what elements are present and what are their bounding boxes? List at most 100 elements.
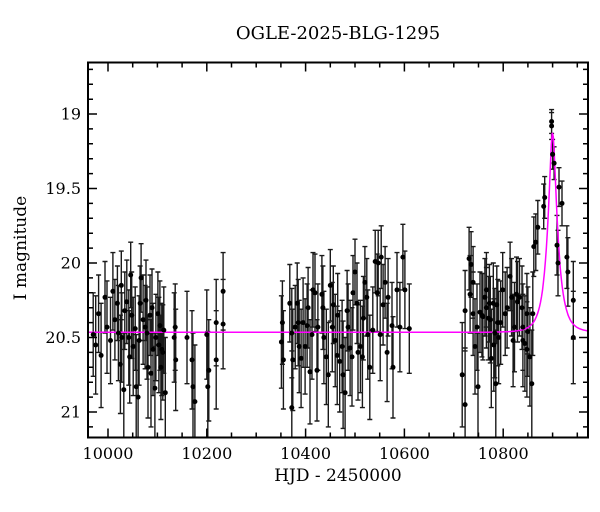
data-point: [213, 320, 219, 326]
data-point: [342, 390, 348, 396]
data-point: [531, 244, 537, 250]
x-tick-label: 10000: [83, 444, 134, 463]
data-point: [529, 381, 535, 387]
data-point: [110, 288, 116, 294]
data-point: [510, 338, 516, 343]
data-point: [220, 321, 226, 327]
data-point: [354, 300, 360, 306]
data-point: [394, 287, 400, 293]
data-point: [486, 300, 492, 306]
data-point: [512, 324, 517, 330]
data-point: [549, 119, 555, 124]
data-points: [90, 119, 576, 411]
data-point: [280, 357, 286, 363]
data-point: [549, 123, 555, 129]
data-point: [350, 290, 356, 296]
data-point: [296, 344, 302, 349]
data-point: [153, 335, 159, 340]
data-point: [287, 300, 293, 306]
data-point: [140, 317, 146, 323]
data-point: [190, 384, 196, 390]
data-point: [375, 260, 381, 266]
data-point: [397, 324, 403, 330]
data-point: [321, 335, 327, 340]
data-point: [355, 349, 361, 355]
data-point: [90, 332, 96, 338]
data-point: [302, 344, 308, 349]
data-point: [520, 324, 526, 330]
x-tick-label: 10800: [478, 444, 529, 463]
data-point: [554, 242, 560, 248]
data-point: [204, 332, 210, 338]
data-point: [377, 332, 383, 338]
data-point: [507, 273, 513, 279]
data-point: [320, 305, 326, 311]
data-point: [307, 369, 313, 375]
data-point: [515, 299, 520, 305]
data-point: [364, 294, 370, 300]
data-point: [533, 239, 539, 245]
data-point: [294, 300, 300, 306]
data-point: [462, 402, 468, 408]
data-point: [98, 352, 104, 358]
x-tick-label: 10400: [280, 444, 331, 463]
data-point: [357, 344, 363, 349]
data-point: [509, 294, 515, 300]
y-tick-label: 21: [61, 403, 81, 422]
data-point: [535, 224, 541, 230]
data-point: [144, 330, 150, 336]
data-point: [459, 372, 465, 378]
data-point: [137, 300, 143, 306]
data-point: [104, 324, 110, 330]
data-point: [493, 381, 499, 387]
data-point: [127, 354, 133, 360]
data-point: [378, 254, 384, 260]
data-point: [184, 335, 190, 340]
data-point: [402, 287, 408, 293]
data-point: [126, 335, 132, 340]
x-tick-label: 10600: [379, 444, 430, 463]
y-tick-label: 20: [61, 254, 81, 273]
data-point: [390, 364, 396, 370]
data-point: [143, 297, 149, 303]
data-point: [162, 390, 168, 396]
data-point: [385, 294, 391, 300]
data-point: [319, 291, 325, 297]
data-point: [304, 323, 310, 329]
data-point: [468, 262, 474, 267]
data-point: [325, 372, 331, 378]
data-point: [289, 405, 295, 411]
data-point: [347, 345, 353, 351]
data-point: [389, 323, 395, 329]
data-point: [522, 341, 528, 346]
data-point: [400, 254, 406, 260]
data-point: [314, 367, 320, 373]
data-point: [384, 349, 390, 355]
data-point: [487, 317, 493, 323]
x-axis-label: HJD - 2450000: [274, 466, 402, 486]
data-point: [189, 357, 195, 363]
data-point: [524, 311, 530, 317]
data-point: [367, 364, 373, 370]
data-point: [345, 324, 351, 330]
data-point: [298, 355, 304, 361]
data-point: [380, 302, 386, 308]
y-tick-label: 19.5: [45, 179, 81, 198]
chart-title: OGLE-2025-BLG-1295: [235, 23, 441, 44]
error-bars: [90, 108, 576, 438]
data-point: [362, 279, 368, 285]
data-point: [494, 302, 500, 308]
data-point: [119, 335, 125, 340]
data-point: [315, 324, 321, 330]
data-point: [530, 311, 536, 317]
data-point: [279, 320, 285, 326]
data-point: [541, 203, 547, 209]
data-point: [96, 311, 102, 317]
data-point: [339, 344, 345, 349]
data-point: [132, 326, 138, 332]
data-point: [172, 324, 178, 330]
data-point: [524, 346, 530, 352]
data-point: [570, 297, 576, 303]
data-point: [335, 312, 341, 318]
